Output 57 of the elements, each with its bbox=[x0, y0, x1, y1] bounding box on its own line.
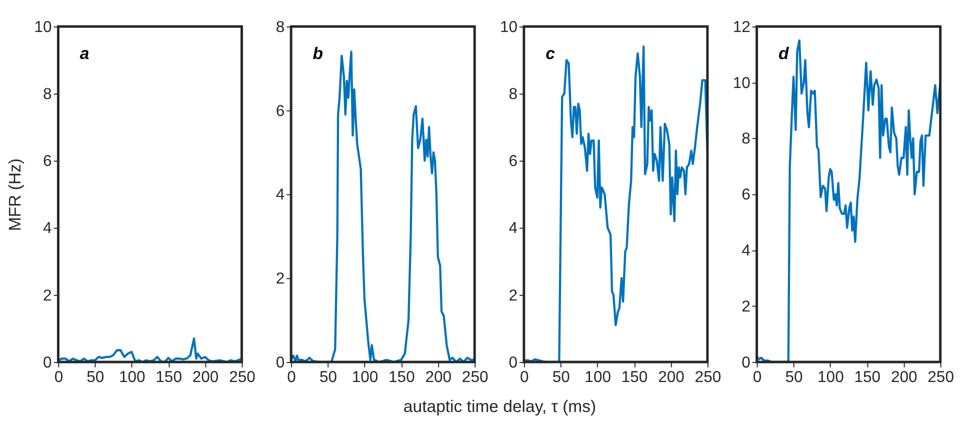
x-tick-label: 100 bbox=[352, 369, 378, 386]
x-tick-label: 200 bbox=[425, 369, 452, 386]
y-tick-label: 6 bbox=[742, 186, 751, 204]
y-tick-label: 2 bbox=[508, 287, 518, 304]
x-tick-label: 200 bbox=[890, 369, 918, 386]
y-tick-label: 6 bbox=[43, 153, 52, 170]
x-tick-label: 0 bbox=[287, 369, 296, 386]
x-tick-label: 250 bbox=[229, 369, 256, 386]
y-tick-label: 8 bbox=[508, 86, 518, 104]
y-tick-label: 8 bbox=[742, 130, 751, 148]
y-tick-label: 2 bbox=[276, 270, 285, 288]
y-tick-label: 4 bbox=[276, 186, 285, 204]
y-tick-label: 2 bbox=[742, 298, 750, 316]
line-series bbox=[522, 46, 709, 364]
x-tick-label: 200 bbox=[192, 369, 219, 386]
x-tick-label: 50 bbox=[320, 369, 338, 386]
y-tick-label: 10 bbox=[732, 74, 751, 92]
line-series bbox=[756, 39, 942, 364]
y-tick-label: 8 bbox=[43, 86, 52, 104]
y-tick-label: 0 bbox=[43, 354, 52, 372]
y-axis-title: MFR (Hz) bbox=[5, 158, 24, 232]
y-tick-label: 0 bbox=[276, 354, 285, 372]
text: a bbox=[80, 44, 90, 64]
y-tick-label: 10 bbox=[34, 18, 52, 36]
text: c bbox=[546, 44, 556, 64]
x-tick-label: 150 bbox=[621, 369, 648, 386]
y-tick-label: 10 bbox=[500, 18, 518, 36]
y-tick-label: 2 bbox=[43, 287, 52, 304]
y-tick-label: 12 bbox=[732, 18, 750, 36]
x-tick-label: 0 bbox=[520, 369, 530, 386]
x-tick-label: 0 bbox=[54, 369, 64, 386]
text: b bbox=[312, 44, 324, 64]
x-tick-label: 150 bbox=[388, 369, 416, 386]
x-axis-title: autaptic time delay, τ (ms) bbox=[403, 396, 596, 416]
x-tick-label: 0 bbox=[752, 369, 762, 386]
x-tick-label: 250 bbox=[694, 369, 722, 386]
y-tick-label: 6 bbox=[276, 102, 285, 120]
y-tick-label: 4 bbox=[43, 220, 52, 238]
x-tick-label: 50 bbox=[785, 369, 803, 386]
x-tick-label: 200 bbox=[658, 369, 685, 386]
x-tick-label: 250 bbox=[928, 369, 954, 386]
y-tick-label: 4 bbox=[508, 220, 518, 238]
line-series bbox=[57, 337, 243, 364]
x-tick-label: 150 bbox=[156, 369, 182, 386]
x-tick-label: 150 bbox=[854, 369, 881, 386]
x-tick-label: 100 bbox=[584, 369, 612, 386]
y-tick-label: 8 bbox=[276, 18, 285, 36]
text: d bbox=[778, 44, 790, 64]
y-tick-label: 6 bbox=[508, 153, 518, 170]
x-tick-label: 50 bbox=[86, 369, 104, 386]
y-tick-label: 0 bbox=[508, 354, 518, 372]
y-tick-label: 4 bbox=[742, 242, 751, 260]
x-tick-label: 50 bbox=[552, 369, 570, 386]
x-tick-label: 250 bbox=[462, 369, 488, 386]
x-tick-label: 100 bbox=[818, 369, 844, 386]
y-tick-label: 0 bbox=[742, 354, 751, 372]
x-tick-label: 100 bbox=[118, 369, 146, 386]
